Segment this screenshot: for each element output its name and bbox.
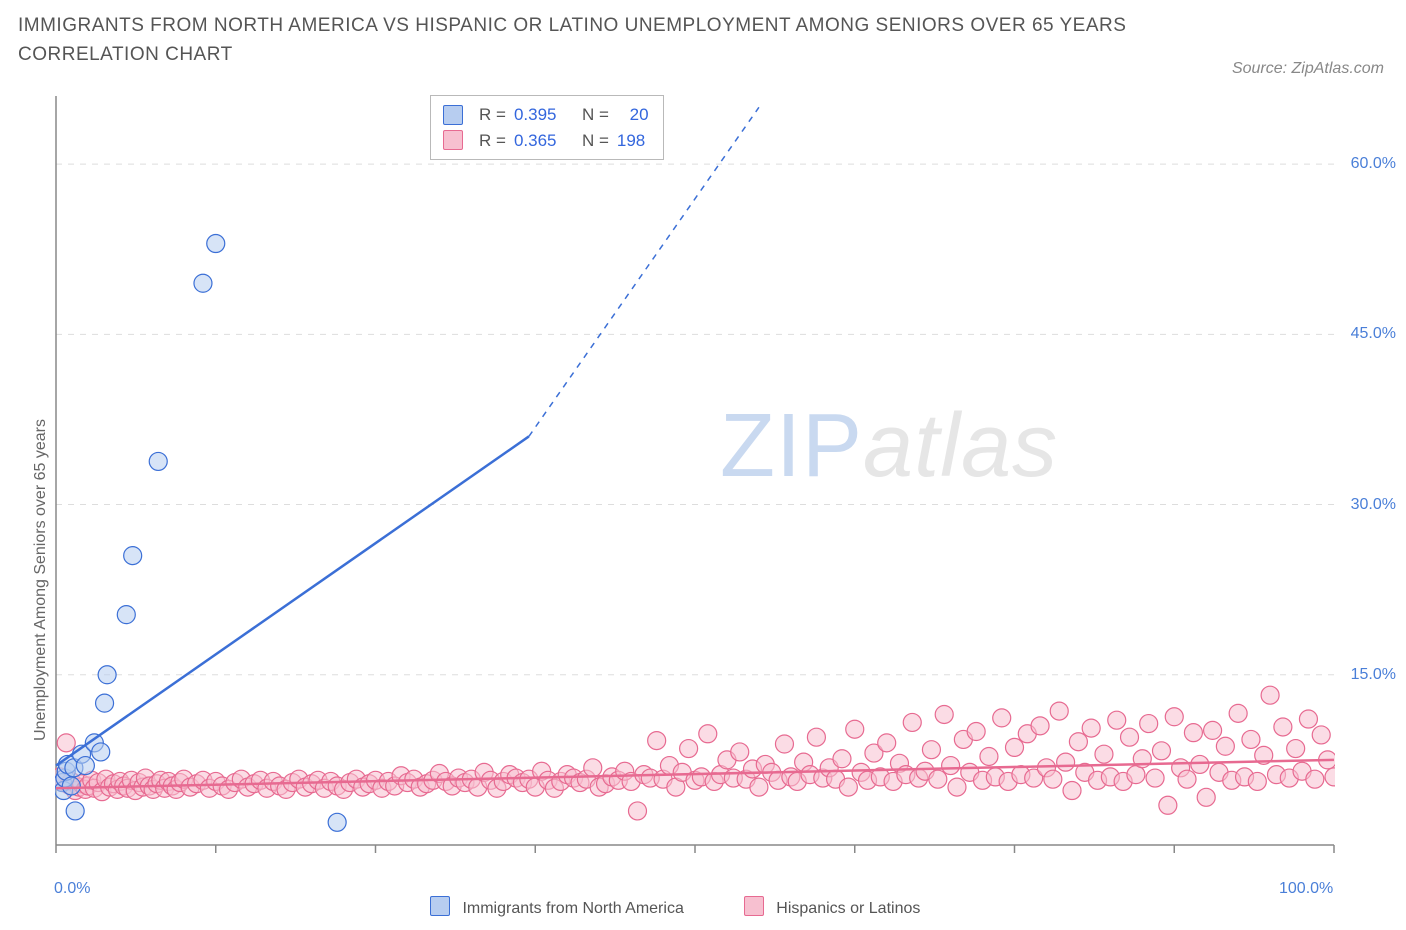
r-value-pink: 0.365 [514,128,557,154]
source-attribution: Source: ZipAtlas.com [1232,60,1384,78]
legend-item-blue: Immigrants from North America [430,896,684,918]
r-label: R = [479,128,506,154]
y-tick-label: 15.0% [1351,666,1396,684]
pink-swatch-icon [443,130,463,150]
blue-swatch-icon [430,896,450,916]
stats-row-blue: R = 0.395 N = 20 [443,102,649,128]
y-axis-label: Unemployment Among Seniors over 65 years [32,419,50,741]
n-value-blue: 20 [630,102,649,128]
pink-swatch-icon [744,896,764,916]
correlation-stats-box: R = 0.395 N = 20 R = 0.365 N = 198 [430,95,664,160]
source-value: ZipAtlas.com [1292,60,1384,77]
blue-swatch-icon [443,105,463,125]
legend-item-pink: Hispanics or Latinos [744,896,921,918]
stats-row-pink: R = 0.365 N = 198 [443,128,649,154]
chart-title: IMMIGRANTS FROM NORTH AMERICA VS HISPANI… [18,12,1156,69]
y-tick-label: 30.0% [1351,496,1396,514]
x-tick-label: 100.0% [1279,880,1333,898]
y-tick-label: 60.0% [1351,155,1396,173]
scatter-plot [55,95,1335,865]
legend-label-pink: Hispanics or Latinos [776,900,920,917]
legend: Immigrants from North America Hispanics … [430,896,920,918]
y-tick-label: 45.0% [1351,325,1396,343]
n-label: N = [582,102,609,128]
n-label: N = [582,128,609,154]
n-value-pink: 198 [617,128,645,154]
r-value-blue: 0.395 [514,102,557,128]
plot-svg [55,95,1335,865]
source-label: Source: [1232,60,1287,77]
r-label: R = [479,102,506,128]
x-tick-label: 0.0% [54,880,90,898]
legend-label-blue: Immigrants from North America [462,900,683,917]
